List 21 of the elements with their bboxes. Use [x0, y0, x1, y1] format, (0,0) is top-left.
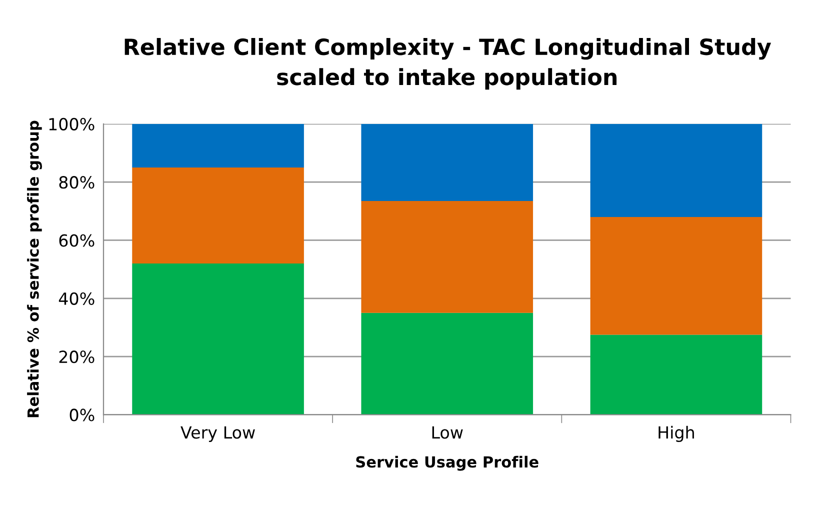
- bar: [132, 263, 304, 415]
- y-tick-label: 0%: [70, 408, 94, 422]
- bar: [590, 334, 762, 415]
- y-tick-label: 40%: [58, 292, 94, 305]
- x-tick-label: High: [658, 426, 694, 442]
- y-tick-label: 80%: [59, 176, 94, 189]
- y-tick-label: 60%: [59, 234, 94, 247]
- chart-title: Relative Client Complexity - TAC Longitudinal Study scaled to intake population: [124, 38, 772, 90]
- x-tick-label: Very Low: [180, 426, 255, 442]
- bar: [590, 216, 762, 335]
- y-tick-label: 100%: [49, 118, 94, 130]
- bar: [361, 124, 534, 201]
- x-axis-title: Service Usage Profile: [356, 456, 538, 471]
- bar: [361, 312, 534, 415]
- x-tick-label: Low: [432, 426, 463, 439]
- y-axis-title: Relative % of service profile group: [27, 120, 42, 418]
- bar: [361, 200, 534, 313]
- y-tick-label: 20%: [59, 350, 94, 364]
- bar: [132, 124, 304, 168]
- bar: [590, 124, 762, 217]
- bar: [132, 168, 304, 264]
